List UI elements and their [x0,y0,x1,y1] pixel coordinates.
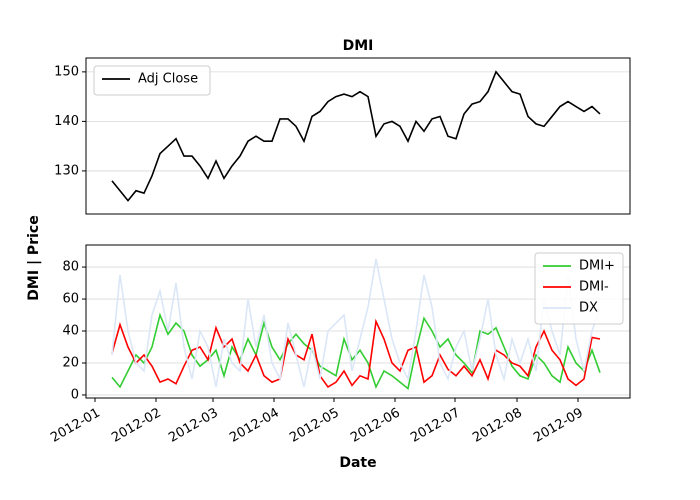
legend-label: DMI- [579,280,609,295]
y-tick-label: 150 [54,64,79,79]
legend-label: DMI+ [579,259,615,274]
chart-title: DMI [343,38,374,54]
y-tick-label: 130 [54,163,79,178]
y-tick-label: 0 [71,387,79,402]
y-tick-label: 60 [62,292,79,307]
legend-box [534,252,624,325]
y-tick-label: 40 [62,324,79,339]
y-tick-label: 140 [54,114,79,129]
axes-frame [85,244,631,399]
line-series [111,258,601,388]
y-tick-label: 20 [62,355,79,370]
axes-frame [85,57,631,215]
legend-label: DX [579,301,598,316]
legend-label: Adj Close [138,72,198,87]
legend-box [93,65,211,96]
line-series [111,318,601,389]
y-axis-label: DMI | Price [26,215,42,300]
line-series [111,70,601,202]
x-axis-label: Date [339,455,376,471]
y-tick-label: 80 [62,260,79,275]
